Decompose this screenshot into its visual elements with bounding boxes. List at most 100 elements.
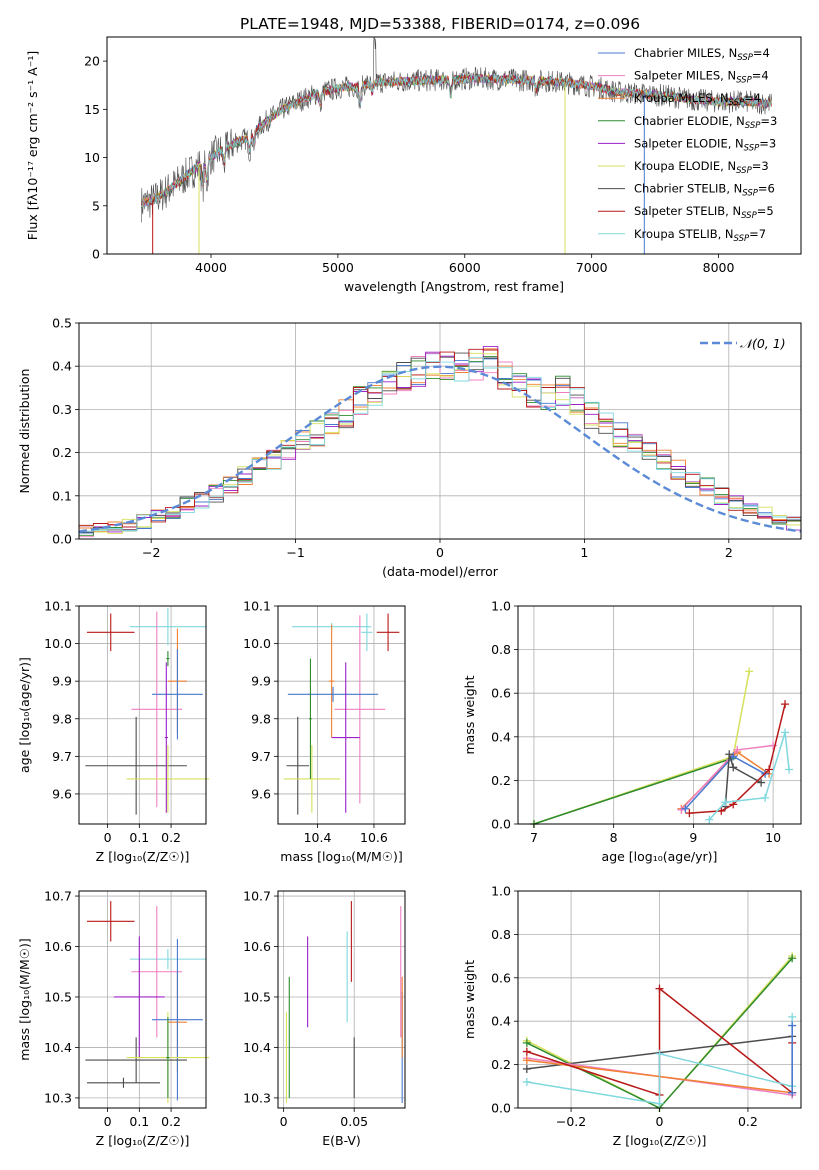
x-tick-label: 0.2 [161,830,181,845]
weight-line [724,753,762,807]
x-axis-label: age [log₁₀(age/yr)] [602,849,718,864]
legend-entry: Kroupa ELODIE, NSSP=3 [634,159,769,176]
y-axis-label: mass weight [462,675,477,754]
x-tick-label: −2 [142,545,160,560]
x-tick-label: 0.2 [161,1114,181,1129]
y-tick-label: 0.8 [491,642,511,657]
x-tick-label: 0 [656,1114,664,1129]
age-vs-mass-panel: 10.4 10.6 9.6 9.7 9.8 9.9 10.0 10.1 mass [log₁₀(… [243,599,406,864]
axes-frame [78,890,207,1109]
y-tick-label: 10.0 [243,636,271,651]
y-tick-label: 1.0 [491,884,511,899]
x-tick-label: 0 [436,545,444,560]
spectrum-panel: 4000 5000 6000 7000 8000 0 5 10 15 20 wavelength [… [25,36,802,294]
legend-entry: Chabrier ELODIE, NSSP=3 [634,114,777,131]
x-tick-label: 0.1 [129,1114,149,1129]
weight-marker [685,809,694,818]
weight-marker [655,984,664,993]
y-tick-label: 0.6 [491,970,511,985]
axes-frame [277,605,406,825]
weight-marker [522,1038,531,1047]
axes-frame [106,36,802,255]
y-tick-label: 1.0 [491,599,511,614]
x-tick-label: 10.6 [360,830,388,845]
y-tick-label: 10.1 [44,599,72,614]
weight-marker [681,804,690,813]
axes-frame [277,890,406,1109]
x-tick-label: 7000 [576,260,608,275]
weight-marker [522,1047,531,1056]
y-tick-label: 10.0 [44,636,72,651]
y-tick-label: 9.9 [251,674,271,689]
y-axis-label: mass [log₁₀(M/M☉)] [17,938,32,1060]
weight-marker [745,667,754,676]
weight-marker [522,1064,531,1073]
weight-marker [769,741,778,750]
weight-marker [522,1077,531,1086]
x-tick-label: −1 [286,545,304,560]
legend-entry: Salpeter ELODIE, NSSP=3 [634,136,776,153]
y-axis-label: age [log₁₀(age/yr)] [17,657,32,773]
y-tick-label: 0.2 [52,445,72,460]
y-tick-label: 10.4 [243,1040,271,1055]
weight-marker [785,765,794,774]
spectrum-model-line [140,73,772,208]
weight-marker [788,1088,797,1097]
y-tick-label: 15 [84,102,100,117]
x-tick-label: 0 [280,1114,288,1129]
legend-entry: Salpeter MILES, NSSP=4 [634,69,769,86]
axes-frame [78,605,207,825]
histogram-step [78,352,801,539]
y-tick-label: 10.7 [44,889,72,904]
weight-marker [757,778,766,787]
spectrum-data-line [141,37,772,223]
weight-line [533,757,732,825]
legend-entry: Chabrier STELIB, NSSP=6 [634,182,775,199]
x-tick-label: 0.05 [340,1114,368,1129]
weight-marker [788,1021,797,1030]
x-tick-label: 5000 [322,260,354,275]
weight-marker [781,728,790,737]
y-axis-label: Normed distribution [17,369,32,494]
y-tick-label: 10.5 [44,989,72,1004]
y-tick-label: 9.8 [52,711,72,726]
y-tick-label: 0.5 [52,316,72,331]
weight-marker [522,1056,531,1065]
weight-marker [655,1099,664,1108]
y-tick-label: 9.6 [251,786,271,801]
figure-title: PLATE=1948, MJD=53388, FIBERID=0174, z=0… [240,15,640,33]
y-tick-label: 9.9 [52,674,72,689]
y-tick-label: 10 [84,150,100,165]
x-axis-label: wavelength [Angstrom, rest frame] [344,279,564,294]
y-tick-label: 0.6 [491,686,511,701]
y-tick-label: 9.7 [52,749,72,764]
weight-marker [725,750,734,759]
x-tick-label: 0.2 [738,1114,758,1129]
histogram-step [78,357,801,539]
spectrum-legend: Chabrier MILES, NSSP=4 Salpeter MILES, NS… [598,46,777,244]
x-axis-label: Z [log₁₀(Z/Z☉)] [613,1133,707,1148]
y-tick-label: 0.0 [491,817,511,832]
age-vs-Z-panel: 0 0.1 0.2 9.6 9.7 9.8 9.9 10.0 10.1 Z [log₁₀(Z/Z☉… [17,599,210,864]
x-axis-label: Z [log₁₀(Z/Z☉)] [96,849,190,864]
weight-marker [729,763,738,772]
residuals-panel: −2 −1 0 1 2 0.0 0.1 0.2 0.3 0.4 0.5 (data-model)/er… [17,316,802,579]
spectrum-model-line [140,73,772,208]
weight-marker [781,700,790,709]
weight-marker [788,954,797,963]
x-tick-label: 7 [530,830,538,845]
legend-entry: Chabrier MILES, NSSP=4 [634,46,770,63]
y-tick-label: 10.6 [44,939,72,954]
x-tick-label: 0 [104,1114,112,1129]
weight-marker [761,793,770,802]
weight-marker [717,806,726,815]
y-tick-label: 0.8 [491,927,511,942]
x-axis-label: mass [log₁₀(M/M☉)] [280,849,402,864]
x-tick-label: 9 [689,830,697,845]
mass-vs-ebv-panel: 0 0.05 10.3 10.4 10.5 10.6 10.7 E(B-V) [243,889,406,1148]
weight-line [533,671,750,825]
y-tick-label: 10.1 [243,599,271,614]
y-tick-label: 10.3 [44,1090,72,1105]
x-tick-label: 2 [725,545,733,560]
